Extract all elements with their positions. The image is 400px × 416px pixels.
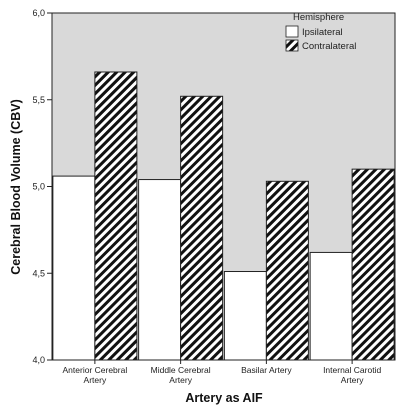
category-label-1-1: Artery — [169, 375, 192, 385]
legend-swatch-contralateral — [285, 39, 299, 52]
legend-label-contralateral: Contralateral — [302, 41, 356, 52]
bars-group — [52, 71, 395, 361]
bar-contralateral-0 — [94, 71, 138, 361]
y-tick-label-1: 4,5 — [32, 268, 45, 278]
legend-swatch-ipsilateral — [285, 25, 299, 38]
y-axis-title: Cerebral Blood Volume (CBV) — [9, 99, 23, 274]
y-tick-label-2: 5,0 — [32, 182, 45, 192]
category-label-2-0: Basilar Artery — [241, 365, 292, 375]
y-axis: 4,0 4,5 5,0 5,5 6,0 — [32, 8, 52, 365]
category-label-0-0: Anterior Cerebral — [63, 365, 128, 375]
bar-ipsilateral-3 — [309, 251, 353, 361]
category-label-3-0: Internal Carotid — [323, 365, 381, 375]
bar-contralateral-3 — [351, 168, 395, 361]
category-label-3-1: Artery — [341, 375, 364, 385]
bar-ipsilateral-0 — [52, 175, 96, 361]
y-tick-label-4: 6,0 — [32, 8, 45, 18]
category-label-1-0: Middle Cerebral — [151, 365, 211, 375]
y-tick-label-0: 4,0 — [32, 355, 45, 365]
bar-contralateral-2 — [265, 180, 309, 361]
y-tick-label-3: 5,5 — [32, 95, 45, 105]
x-axis-title: Artery as AIF — [185, 391, 263, 405]
bar-contralateral-1 — [180, 95, 224, 361]
legend: Hemisphere Ipsilateral Contralateral — [285, 12, 356, 52]
legend-title: Hemisphere — [293, 12, 344, 23]
bar-ipsilateral-2 — [223, 271, 267, 361]
bar-ipsilateral-1 — [138, 179, 182, 361]
legend-label-ipsilateral: Ipsilateral — [302, 27, 343, 38]
category-label-0-1: Artery — [84, 375, 107, 385]
